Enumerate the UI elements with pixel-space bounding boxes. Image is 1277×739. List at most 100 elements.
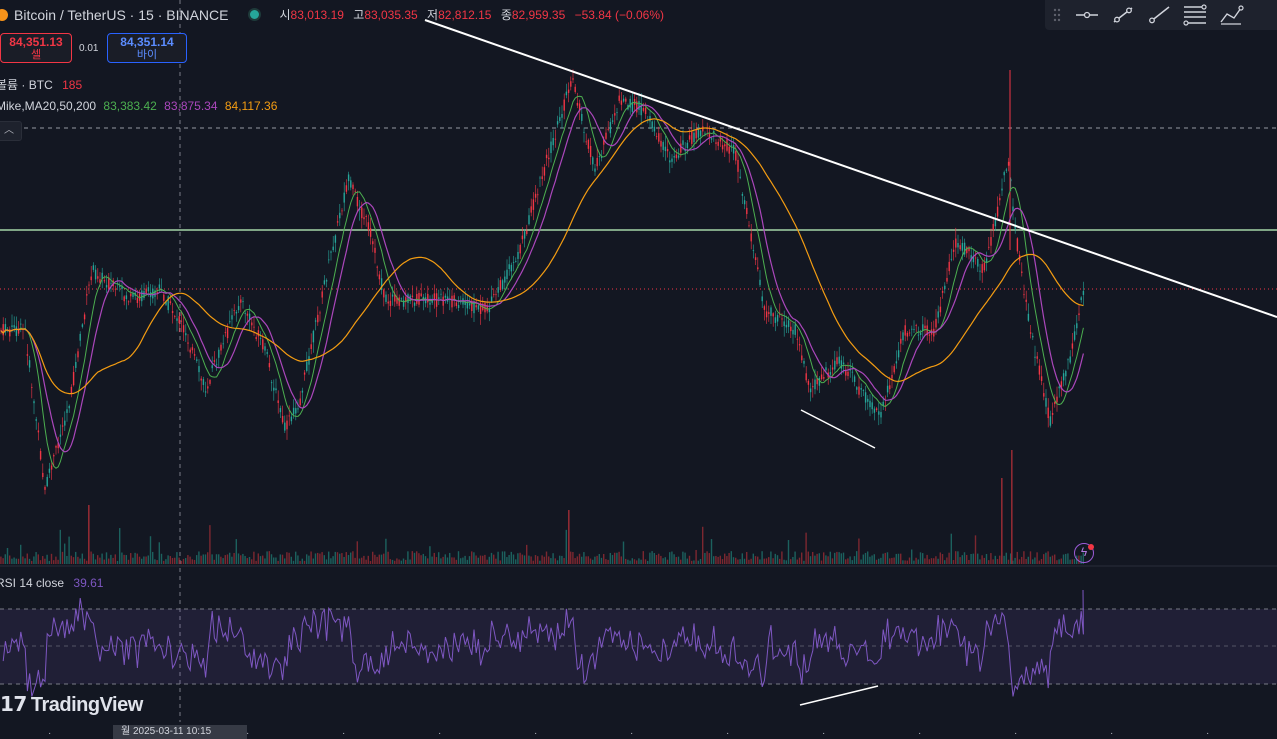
volume-bar	[757, 556, 759, 564]
rsi-legend[interactable]: RSI 14 close 39.61	[0, 576, 103, 590]
trend-line-icon[interactable]	[1105, 1, 1141, 29]
candle-body	[158, 284, 161, 289]
volume-bar	[286, 552, 288, 564]
volume-bar	[26, 553, 28, 564]
volume-bar	[116, 560, 119, 564]
drag-handle-icon[interactable]	[1045, 1, 1069, 29]
ma-legend[interactable]: Mike,MA20,50,200 83,383.42 83,875.34 84,…	[0, 99, 277, 113]
volume-bar	[13, 557, 15, 564]
candle-body	[875, 408, 878, 411]
candle-body	[1016, 238, 1019, 252]
candle-body	[572, 78, 574, 80]
time-axis[interactable]: · 월 2025-03-11 10:15 · · · · · · · · · ·…	[0, 722, 1277, 739]
candle-body	[1040, 376, 1043, 381]
candle-body	[233, 310, 235, 312]
candle-body	[664, 146, 667, 152]
volume-bar	[211, 554, 213, 564]
candle-body	[862, 390, 865, 391]
volume-bar	[922, 553, 924, 564]
candle-body	[1054, 401, 1056, 405]
candle-body	[319, 312, 321, 314]
candle-body	[196, 359, 198, 361]
candle-body	[83, 314, 86, 320]
volume-bar	[781, 551, 783, 564]
volume-bar	[638, 558, 640, 564]
candle-body	[957, 243, 959, 248]
candle-body	[402, 300, 405, 307]
sell-button[interactable]: 84,351.13 셀	[0, 33, 72, 63]
volume-bar	[831, 558, 834, 564]
volume-legend[interactable]: 볼륨 · BTC 185	[0, 76, 82, 93]
candle-body	[295, 408, 297, 414]
candle-body	[108, 277, 110, 289]
volume-bar	[134, 552, 136, 564]
volume-bar	[1032, 559, 1034, 564]
volume-bar	[842, 552, 845, 564]
volume-bar	[301, 558, 303, 564]
candle-body	[433, 293, 436, 300]
symbol-title[interactable]: Bitcoin / TetherUS · 15 · BINANCE	[14, 6, 229, 23]
volume-bar	[952, 560, 955, 564]
volume-bar	[728, 552, 730, 564]
candle-body	[754, 257, 757, 261]
candle-body	[772, 313, 774, 317]
candle-body	[864, 392, 867, 403]
volume-bar	[688, 555, 691, 564]
candle-body	[352, 184, 354, 190]
path-icon[interactable]	[1213, 1, 1249, 29]
candle-body	[798, 344, 801, 346]
volume-bar	[583, 552, 585, 564]
volume-bar	[17, 558, 20, 564]
candle-body	[649, 116, 651, 122]
candle-body	[101, 272, 103, 279]
volume-bar	[444, 554, 446, 564]
volume-bar	[398, 559, 400, 564]
horizontal-ray-icon[interactable]	[1069, 1, 1105, 29]
volume-bar	[352, 551, 354, 564]
candle-body	[629, 98, 631, 108]
volume-bar	[972, 553, 974, 564]
candle-body	[145, 288, 147, 294]
tradingview-logo[interactable]: 𝟭𝟳 TradingView	[0, 692, 143, 717]
candle-body	[17, 328, 20, 334]
candle-body	[1021, 271, 1023, 273]
candle-body	[242, 300, 244, 302]
volume-bar	[983, 557, 985, 564]
volume-bar	[59, 529, 61, 564]
candle-body	[207, 386, 209, 389]
candle-body	[662, 142, 664, 150]
volume-bar	[402, 558, 405, 564]
volume-bar	[383, 553, 385, 564]
volume-bar	[704, 552, 706, 564]
candle-body	[642, 107, 645, 111]
low-value: 82,812.15	[438, 8, 492, 22]
volume-bar	[244, 555, 246, 564]
buy-button[interactable]: 84,351.14 바이	[107, 33, 187, 63]
fib-retracement-icon[interactable]	[1177, 1, 1213, 29]
volume-bar	[141, 558, 143, 564]
volume-bar	[182, 558, 185, 564]
candle-body	[264, 346, 266, 351]
volume-bar	[933, 558, 935, 564]
volume-bar	[554, 558, 556, 564]
volume-bar	[1018, 559, 1021, 564]
volume-bar	[748, 559, 750, 564]
volume-bar	[900, 553, 902, 564]
volume-bar	[629, 560, 631, 564]
candle-body	[383, 289, 385, 298]
volume-bar	[61, 551, 64, 564]
candle-body	[763, 306, 766, 310]
volume-bar	[772, 558, 774, 564]
lightning-icon[interactable]: ϟ	[1074, 543, 1094, 563]
volume-bar	[11, 558, 13, 564]
volume-bar	[22, 556, 24, 564]
ray-line-icon[interactable]	[1141, 1, 1177, 29]
candle-body	[1043, 393, 1045, 397]
collapse-legend-button[interactable]: ︿	[0, 121, 22, 141]
volume-bar	[189, 556, 191, 564]
candle-body	[570, 81, 572, 87]
volume-bar	[908, 557, 911, 564]
volume-bar	[319, 553, 321, 564]
candle-body	[81, 324, 84, 327]
